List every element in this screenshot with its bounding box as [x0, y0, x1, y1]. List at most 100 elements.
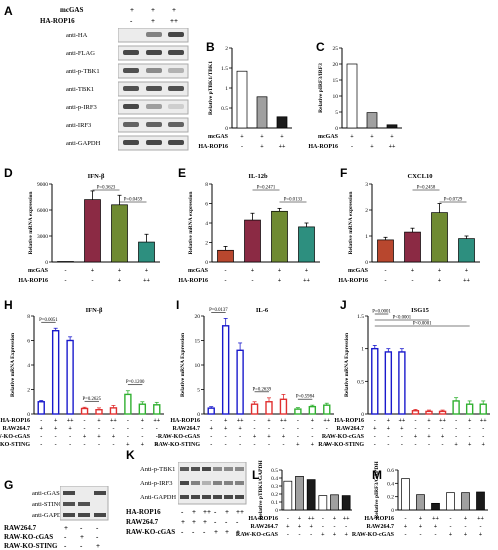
- condition-label-C: HA-ROP16: [308, 144, 338, 150]
- tick-label-E: 0: [205, 260, 208, 266]
- condition-value-I: -: [254, 426, 256, 432]
- panel-I-label: I: [176, 298, 180, 312]
- condition-label-E: HA-ROP16: [178, 278, 208, 284]
- bar-M: [446, 492, 455, 511]
- chart-title-F: CXCL10: [408, 173, 433, 180]
- panel-G-label: G: [4, 478, 14, 492]
- condition-value-I: +: [311, 418, 315, 424]
- pvalue-label-J: P=0.0001: [372, 310, 391, 315]
- panel-M-label: M: [372, 468, 382, 482]
- condition-value-H: -: [98, 426, 100, 432]
- condition-value-H: +: [155, 442, 159, 448]
- bar-M: [431, 502, 440, 511]
- condition-value-J: +: [468, 442, 472, 448]
- condition-value-E: +: [251, 268, 255, 274]
- bar-H: [66, 339, 74, 415]
- chart-title-E: IL-12b: [248, 173, 268, 180]
- tick-label-C: 25: [333, 46, 339, 52]
- k-cond-value: +: [203, 518, 207, 526]
- bar-E: [244, 219, 261, 263]
- condition-value-I: -: [254, 442, 256, 448]
- condition-value-E: +: [278, 268, 282, 274]
- bar-J: [411, 410, 420, 415]
- condition-value-B: +: [260, 144, 264, 150]
- g-row1-v2: -: [96, 533, 99, 541]
- k-cond-value: -: [225, 518, 228, 526]
- condition-value-I: +: [296, 442, 300, 448]
- blot-label-pirf3: anti-p-IRF3: [66, 104, 97, 111]
- condition-value-H: -: [55, 442, 57, 448]
- tick-label-D: 3000: [37, 234, 48, 240]
- condition-value-I: +: [224, 418, 228, 424]
- g-blot-label-sting: anti-STING: [32, 501, 64, 508]
- tick-label-M: 0.2: [387, 495, 394, 501]
- tick-label-C: 20: [333, 62, 339, 68]
- condition-value-H: +: [83, 434, 87, 440]
- k-blot-label-ptbk1: Anti-p-TBK1: [140, 466, 176, 473]
- condition-label-L: RAW264.7: [250, 524, 278, 530]
- condition-value-F: -: [412, 278, 414, 284]
- condition-label-B: HA-ROP16: [198, 144, 228, 150]
- condition-value-M: -: [405, 532, 407, 538]
- condition-value-M: -: [420, 532, 422, 538]
- condition-value-J: -: [387, 442, 389, 448]
- condition-value-H: -: [156, 426, 158, 432]
- panel-A-label: A: [4, 4, 13, 18]
- condition-label-M: RAW-KO-cGAS: [352, 532, 395, 538]
- bar-H: [51, 330, 60, 415]
- condition-value-M: +: [419, 516, 423, 522]
- condition-value-B: +: [260, 134, 264, 140]
- pvalue-label-I: P=0.5984: [296, 395, 315, 400]
- condition-value-B: -: [241, 144, 243, 150]
- condition-label-H: RAW264.7: [2, 426, 30, 432]
- condition-value-L: +: [298, 524, 302, 530]
- panel-K-blots: [178, 462, 247, 505]
- bar-I: [207, 407, 215, 415]
- condition-value-J: +: [441, 434, 445, 440]
- condition-value-M: +: [464, 516, 468, 522]
- tick-label-I: 20: [195, 314, 201, 320]
- g-blot-label-gapdh: anti-GAPDH: [32, 512, 67, 519]
- bar-D: [138, 241, 155, 263]
- condition-label-J: RAW-KO-STING: [318, 442, 364, 448]
- condition-value-H: +: [126, 442, 130, 448]
- panel-L-label: L: [252, 468, 260, 482]
- panel-A-rop-v2: +: [151, 17, 155, 25]
- bar-E: [217, 249, 234, 263]
- condition-value-H: +: [68, 426, 72, 432]
- condition-value-J: +: [427, 418, 431, 424]
- tick-label-C: 15: [333, 78, 339, 84]
- bar-M: [416, 494, 425, 511]
- blot-label-flag: anti-FLAG: [66, 50, 95, 57]
- condition-value-H: -: [127, 426, 129, 432]
- condition-value-L: -: [322, 516, 324, 522]
- k-cond-value: -: [214, 508, 217, 516]
- condition-value-L: -: [322, 524, 324, 530]
- bar-J: [371, 347, 379, 415]
- condition-value-L: +: [333, 532, 337, 538]
- condition-label-I: RAW-KO-cGAS: [158, 434, 201, 440]
- condition-value-I: -: [254, 418, 256, 424]
- condition-value-I: -: [297, 418, 299, 424]
- condition-value-I: -: [210, 442, 212, 448]
- condition-value-J: +: [400, 426, 404, 432]
- condition-value-L: -: [299, 532, 301, 538]
- condition-label-L: HA-ROP16: [248, 516, 278, 522]
- k-cond-value: +: [192, 508, 196, 516]
- bar-C: [386, 124, 398, 129]
- tick-label-L: 0.2: [271, 492, 278, 498]
- g-row-raw: RAW264.7: [4, 524, 37, 532]
- condition-label-L: RAW-KO-cGAS: [236, 532, 279, 538]
- tick-label-M: 0.6: [387, 468, 394, 474]
- k-cond-value: +: [192, 518, 196, 526]
- tick-label-H: 4: [27, 363, 30, 369]
- condition-value-H: -: [84, 418, 86, 424]
- condition-value-M: +: [404, 524, 408, 530]
- tick-label-E: 6: [205, 202, 208, 208]
- condition-value-H: -: [112, 426, 114, 432]
- bar-D: [57, 261, 74, 263]
- condition-value-J: ++: [439, 418, 446, 424]
- condition-label-H: RAW-KO-STING: [0, 442, 30, 448]
- condition-value-D: +: [91, 268, 95, 274]
- bar-I: [323, 404, 331, 415]
